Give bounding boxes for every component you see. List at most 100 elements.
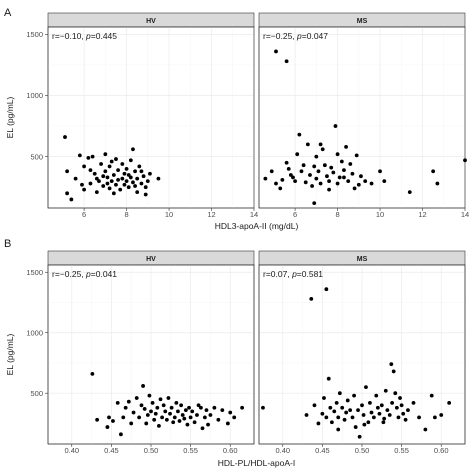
data-point [208, 413, 213, 417]
data-point [332, 409, 337, 414]
data-point [339, 159, 344, 164]
data-point [192, 420, 197, 425]
data-point [73, 176, 78, 181]
data-point [403, 417, 408, 422]
data-point [322, 396, 326, 400]
x-tick-label: 12 [207, 210, 215, 219]
x-tick-label: 6 [293, 210, 297, 219]
data-point [344, 144, 348, 149]
data-point [120, 176, 125, 181]
data-point [342, 417, 347, 422]
data-point [115, 400, 120, 405]
data-point [168, 411, 172, 416]
data-point [122, 182, 127, 187]
data-point [353, 425, 358, 429]
data-point [401, 411, 406, 416]
data-point [133, 184, 137, 188]
data-point [122, 171, 127, 176]
x-tick-label: 0.40 [275, 446, 290, 455]
data-point [124, 179, 129, 183]
data-point [312, 403, 317, 408]
data-point [206, 422, 210, 427]
data-point [381, 420, 386, 425]
data-point [150, 400, 155, 405]
data-point [172, 415, 177, 420]
x-tick-label: 0.45 [315, 446, 330, 455]
data-point [147, 393, 152, 398]
data-point [327, 187, 331, 192]
data-point [145, 179, 150, 183]
data-point [308, 173, 312, 177]
data-point [411, 400, 416, 405]
data-point [371, 415, 376, 420]
data-point [354, 153, 359, 158]
data-point [95, 417, 100, 422]
data-point [77, 153, 82, 158]
data-point [107, 415, 111, 420]
data-point [394, 405, 399, 410]
facet-hv: HV 6 8 10 12 14 500 1000 1500 r=−0.10, p=0.445 [26, 12, 258, 219]
data-point [114, 157, 118, 161]
data-point [329, 165, 334, 170]
data-point [121, 415, 126, 420]
data-point [342, 175, 346, 180]
data-point [80, 182, 84, 187]
data-point [86, 155, 91, 160]
x-tick-label: 10 [165, 210, 173, 219]
data-point [303, 180, 308, 185]
data-point [145, 413, 150, 417]
data-point [109, 179, 114, 183]
data-point [291, 175, 295, 180]
data-point [105, 425, 110, 429]
data-point [88, 168, 93, 172]
data-point [180, 413, 185, 417]
data-point [320, 411, 325, 416]
x-tick-label: 14 [250, 210, 258, 219]
data-point [383, 388, 388, 393]
data-point [314, 154, 319, 159]
data-point [128, 175, 133, 180]
data-point [312, 164, 317, 169]
data-point [139, 181, 144, 186]
data-point [316, 169, 321, 174]
data-point [129, 421, 134, 426]
x-tick-label: 0.50 [355, 446, 370, 455]
data-point [220, 408, 225, 413]
data-point [107, 186, 112, 191]
data-point [295, 152, 300, 157]
data-point [333, 124, 338, 128]
data-point [318, 181, 323, 186]
data-point [157, 423, 161, 428]
data-point [169, 405, 174, 410]
data-point [99, 162, 103, 166]
facet-ms: MS 6 8 10 12 14 r=−0.25, p=0.047 [258, 12, 469, 219]
data-point [103, 169, 108, 174]
y-tick-label: 500 [30, 152, 43, 161]
data-point [346, 179, 351, 183]
x-tick-label: 10 [376, 210, 384, 219]
data-point [228, 410, 233, 415]
data-point [406, 408, 410, 413]
x-tick-label: 14 [461, 210, 469, 219]
data-point [105, 175, 110, 180]
data-point [318, 142, 323, 147]
data-point [278, 186, 283, 191]
data-point [356, 408, 360, 413]
data-point [391, 369, 396, 374]
data-point [126, 399, 131, 404]
data-point [326, 376, 331, 381]
data-point [152, 417, 157, 422]
data-point [297, 132, 302, 137]
correlation-stat: r=−0.25, p=0.041 [52, 269, 117, 279]
data-point [143, 185, 148, 190]
y-axis-title: EL (pg/mL) [5, 333, 15, 375]
data-point [195, 413, 199, 417]
data-point [357, 434, 362, 439]
facet-strip-label: MS [357, 256, 368, 263]
data-point [182, 416, 187, 421]
data-point [139, 169, 144, 174]
x-tick-label: 8 [124, 210, 128, 219]
data-point [204, 408, 209, 413]
data-point [155, 405, 160, 410]
